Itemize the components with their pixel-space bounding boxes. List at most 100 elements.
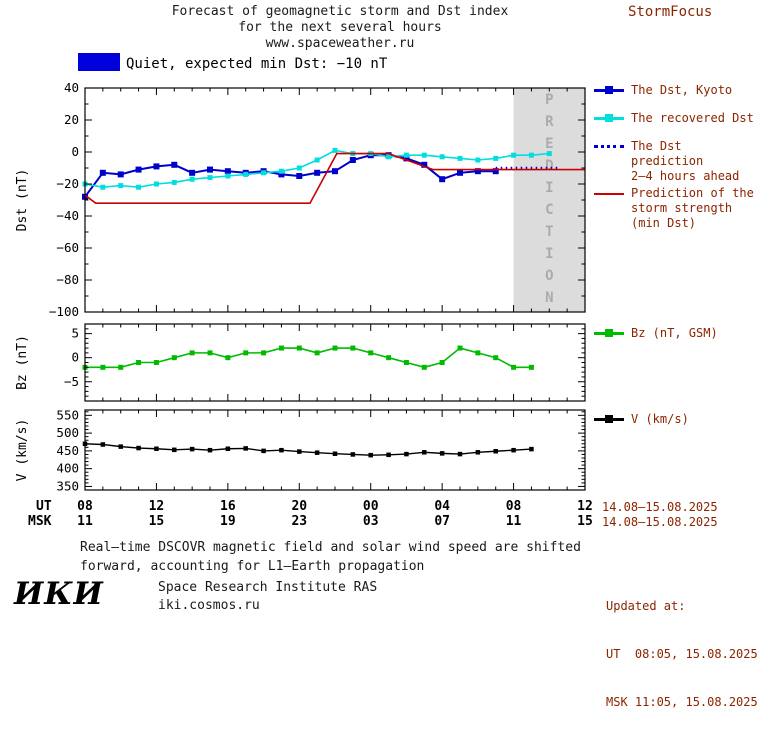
ut-row-label: UT xyxy=(36,499,52,514)
legend-dst-prediction: The Dst prediction 2–4 hours ahead xyxy=(594,139,760,184)
x-axis-labels: UT MSK 14.08–15.08.2025 14.08–15.08.2025… xyxy=(0,499,760,531)
bz-plot: 5 0 −5 Bz (nT) xyxy=(15,323,586,402)
y-tick-label: 5 xyxy=(71,326,79,341)
series-storm-prediction xyxy=(84,152,585,204)
legend-v-label: V (km/s) xyxy=(631,412,689,426)
storm-prediction-line xyxy=(594,192,624,195)
ut-tick-label: 20 xyxy=(291,499,308,514)
bz-line-swatch xyxy=(594,329,624,338)
y-tick-label: −5 xyxy=(64,374,79,389)
legend-bz-label: Bz (nT, GSM) xyxy=(631,326,718,340)
y-tick-label: −20 xyxy=(56,176,79,191)
series-v xyxy=(82,441,534,458)
dst-frame xyxy=(84,87,586,313)
storm-prediction-line-swatch xyxy=(594,189,624,198)
prediction-region-letter: N xyxy=(545,290,553,306)
prediction-region xyxy=(513,88,585,312)
status-text: Quiet, expected min Dst: −10 nT xyxy=(126,56,388,72)
msk-tick-label: 23 xyxy=(291,514,308,529)
bz-ylabel: Bz (nT) xyxy=(15,335,30,390)
bz-chart-panel: 5 0 −5 Bz (nT) xyxy=(15,323,586,402)
series-bz xyxy=(82,345,534,370)
dst-ylabel: Dst (nT) xyxy=(15,169,30,232)
legend-recovered-dst-label: The recovered Dst xyxy=(631,111,754,125)
prediction-region-letter: D xyxy=(545,158,553,174)
series-kyoto xyxy=(82,152,499,200)
y-tick-label: 350 xyxy=(56,478,79,493)
bz-frame xyxy=(84,323,586,402)
y-tick-label: −80 xyxy=(56,272,79,287)
msk-tick-label: 19 xyxy=(220,514,236,529)
legend-recovered-dst: The recovered Dst xyxy=(594,111,754,126)
y-tick-label: 400 xyxy=(56,461,79,476)
y-tick-label: 450 xyxy=(56,443,79,458)
msk-date-range: 14.08–15.08.2025 xyxy=(602,515,718,529)
y-tick-label: 40 xyxy=(64,80,79,95)
prediction-region-letter: T xyxy=(545,224,553,240)
y-tick-label: 0 xyxy=(71,144,79,159)
status-color-swatch xyxy=(78,53,120,71)
msk-tick-label: 15 xyxy=(577,514,593,529)
prediction-region-letter: R xyxy=(545,114,554,130)
msk-tick-label: 03 xyxy=(362,514,379,529)
series-recovered xyxy=(82,147,552,190)
legend-bz: Bz (nT, GSM) xyxy=(594,326,718,341)
ut-tick-label: 08 xyxy=(505,499,522,514)
ut-tick-label: 12 xyxy=(577,499,593,514)
msk-tick-label: 11 xyxy=(505,514,522,529)
caption-line-2: forward, accounting for L1–Earth propaga… xyxy=(80,559,425,574)
prediction-region-letter: P xyxy=(545,92,553,108)
prediction-region-letter: E xyxy=(545,136,553,152)
legend-storm-line3: (min Dst) xyxy=(631,216,697,230)
legend-storm-line1: Prediction of the xyxy=(631,186,754,200)
updated-ut: UT 08:05, 15.08.2025 xyxy=(606,647,758,661)
msk-row-label: MSK xyxy=(28,514,52,529)
v-marker xyxy=(605,415,613,423)
v-axis-ticks: 550 500 450 400 350 xyxy=(56,407,586,493)
chart-title: Forecast of geomagnetic storm and Dst in… xyxy=(60,4,620,52)
msk-tick-label: 11 xyxy=(77,514,93,529)
updated-msk: MSK 11:05, 15.08.2025 xyxy=(606,695,758,709)
chart-caption: Real–time DSCOVR magnetic field and sola… xyxy=(80,538,581,576)
msk-tick-label: 07 xyxy=(434,514,450,529)
ut-tick-label: 04 xyxy=(434,499,450,514)
legend-dst-kyoto: The Dst, Kyoto xyxy=(594,83,732,98)
bz-marker xyxy=(605,329,613,337)
prediction-region-letter: I xyxy=(545,246,553,262)
y-tick-label: 550 xyxy=(56,407,79,422)
dst-prediction-dotted-line xyxy=(594,145,624,148)
dst-kyoto-line-swatch xyxy=(594,86,624,95)
legend-storm-prediction: Prediction of the storm strength (min Ds… xyxy=(594,186,754,231)
v-plot: 550 500 450 400 350 V (km/s) xyxy=(15,407,586,493)
y-tick-label: −60 xyxy=(56,240,79,255)
legend-dst-prediction-line1: The Dst prediction xyxy=(631,139,704,168)
v-ylabel: V (km/s) xyxy=(15,419,30,482)
ut-tick-label: 00 xyxy=(362,499,379,514)
y-tick-label: 20 xyxy=(64,112,79,127)
title-line-3: www.spaceweather.ru xyxy=(265,36,415,51)
legend-storm-prediction-label: Prediction of the storm strength (min Ds… xyxy=(631,186,754,231)
prediction-region-letter: C xyxy=(545,202,553,218)
updated-heading: Updated at: xyxy=(606,599,686,613)
ut-tick-label: 12 xyxy=(148,499,165,514)
v-chart-panel: 550 500 450 400 350 V (km/s) xyxy=(15,407,586,493)
y-tick-label: −100 xyxy=(49,304,79,319)
institute-name: Space Research Institute RAS xyxy=(158,580,378,595)
prediction-region-letter: O xyxy=(545,268,553,284)
legend-v: V (km/s) xyxy=(594,412,689,427)
brand-stormfocus: StormFocus xyxy=(628,4,713,20)
recovered-dst-marker xyxy=(605,114,613,122)
legend-dst-prediction-label: The Dst prediction 2–4 hours ahead xyxy=(631,139,760,184)
title-line-1: Forecast of geomagnetic storm and Dst in… xyxy=(171,4,509,19)
title-line-2: for the next several hours xyxy=(238,20,442,35)
updated-block: Updated at: UT 08:05, 15.08.2025 MSK 11:… xyxy=(606,566,758,742)
legend-dst-kyoto-label: The Dst, Kyoto xyxy=(631,83,733,97)
caption-line-1: Real–time DSCOVR magnetic field and sola… xyxy=(80,540,581,555)
dst-prediction-line-swatch xyxy=(594,142,624,151)
y-tick-label: −40 xyxy=(56,208,79,223)
legend-dst-prediction-line2: 2–4 hours ahead xyxy=(631,169,740,183)
ut-tick-label: 16 xyxy=(220,499,236,514)
msk-tick-label: 15 xyxy=(148,514,165,529)
